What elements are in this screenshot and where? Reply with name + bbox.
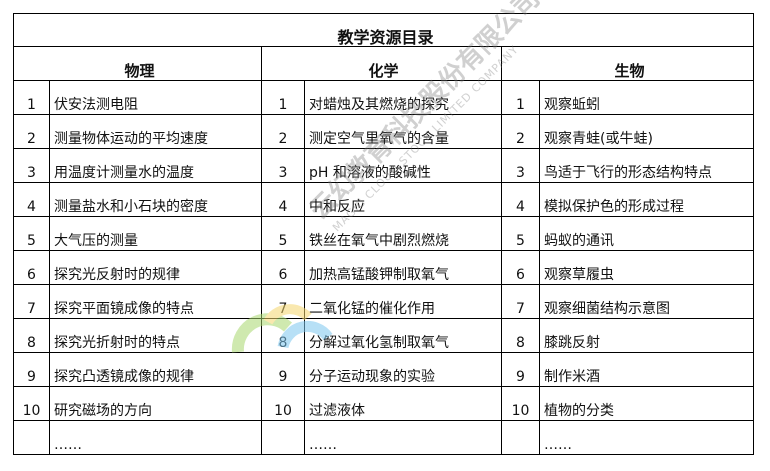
biology-item: 模拟保护色的形成过程 [538, 182, 755, 217]
physics-item: 研究磁场的方向 [49, 386, 262, 421]
chemistry-item-number: 5 [261, 216, 305, 251]
physics-item: …… [49, 420, 262, 455]
chemistry-item: pH 和溶液的酸碱性 [304, 148, 502, 183]
chemistry-item: 中和反应 [304, 182, 502, 217]
physics-item-number: 7 [13, 284, 50, 319]
physics-item-number: 10 [13, 386, 50, 421]
chemistry-item-number: 3 [261, 148, 305, 183]
biology-item: 膝跳反射 [538, 318, 755, 353]
biology-item-number: 6 [501, 250, 540, 285]
biology-item: 植物的分类 [538, 386, 755, 421]
chemistry-item: 铁丝在氧气中剧烈燃烧 [304, 216, 502, 251]
biology-item: 制作米酒 [538, 352, 755, 387]
chemistry-item-number: 1 [261, 80, 305, 115]
biology-item-number: 1 [501, 80, 540, 115]
biology-item-number: 8 [501, 318, 540, 353]
table-row: 7 探究平面镜成像的特点 7 二氧化锰的催化作用 7 观察细菌结构示意图 [13, 284, 755, 319]
biology-item-number: 2 [501, 114, 540, 149]
table-row: 1 伏安法测电阻 1 对蜡烛及其燃烧的探究 1 观察蚯蚓 [13, 80, 755, 115]
physics-item-number: 6 [13, 250, 50, 285]
physics-item: 探究凸透镜成像的规律 [49, 352, 262, 387]
physics-item: 测量盐水和小石块的密度 [49, 182, 262, 217]
chemistry-item: 分子运动现象的实验 [304, 352, 502, 387]
table-row: 2 测量物体运动的平均速度 2 测定空气里氧气的含量 2 观察青蛙(或牛蛙) [13, 114, 755, 149]
biology-item: …… [538, 420, 755, 455]
physics-item: 探究平面镜成像的特点 [49, 284, 262, 319]
biology-item-number: 10 [501, 386, 540, 421]
table-row: …… …… …… [13, 420, 755, 455]
biology-item: 观察草履虫 [538, 250, 755, 285]
biology-item-number [501, 420, 540, 455]
chemistry-item-number: 7 [261, 284, 305, 319]
physics-item-number: 1 [13, 80, 50, 115]
biology-item-number: 5 [501, 216, 540, 251]
chemistry-item: 对蜡烛及其燃烧的探究 [304, 80, 502, 115]
chemistry-item: 二氧化锰的催化作用 [304, 284, 502, 319]
table-row: 4 测量盐水和小石块的密度 4 中和反应 4 模拟保护色的形成过程 [13, 182, 755, 217]
table-title: 教学资源目录 [12, 13, 755, 47]
table-row: 9 探究凸透镜成像的规律 9 分子运动现象的实验 9 制作米酒 [13, 352, 755, 387]
physics-item: 伏安法测电阻 [49, 80, 262, 115]
chemistry-item-number: 9 [261, 352, 305, 387]
physics-item: 用温度计测量水的温度 [49, 148, 262, 183]
physics-item-number: 2 [13, 114, 50, 149]
table-row: 3 用温度计测量水的温度 3 pH 和溶液的酸碱性 3 鸟适于飞行的形态结构特点 [13, 148, 755, 183]
chemistry-item: 测定空气里氧气的含量 [304, 114, 502, 149]
biology-item: 蚂蚁的通讯 [538, 216, 755, 251]
physics-item: 探究光反射时的规律 [49, 250, 262, 285]
physics-item-number: 5 [13, 216, 50, 251]
biology-item: 观察细菌结构示意图 [538, 284, 755, 319]
header-chemistry: 化学 [261, 46, 502, 81]
header-biology: 生物 [500, 46, 755, 81]
table-row: 6 探究光反射时的规律 6 加热高锰酸钾制取氧气 6 观察草履虫 [13, 250, 755, 285]
physics-item: 测量物体运动的平均速度 [49, 114, 262, 149]
chemistry-item: …… [304, 420, 502, 455]
chemistry-item-number: 10 [261, 386, 305, 421]
table-row: 5 大气压的测量 5 铁丝在氧气中剧烈燃烧 5 蚂蚁的通讯 [13, 216, 755, 251]
physics-item-number: 4 [13, 182, 50, 217]
physics-item-number [13, 420, 50, 455]
biology-item: 鸟适于飞行的形态结构特点 [538, 148, 755, 183]
biology-item-number: 3 [501, 148, 540, 183]
physics-item: 大气压的测量 [49, 216, 262, 251]
header-physics: 物理 [13, 46, 262, 81]
biology-item-number: 7 [501, 284, 540, 319]
chemistry-item-number: 2 [261, 114, 305, 149]
biology-item: 观察蚯蚓 [538, 80, 755, 115]
chemistry-item: 过滤液体 [304, 386, 502, 421]
chemistry-item-number [261, 420, 305, 455]
chemistry-item: 加热高锰酸钾制取氧气 [304, 250, 502, 285]
physics-item-number: 8 [13, 318, 50, 353]
chemistry-item: 分解过氧化氢制取氧气 [304, 318, 502, 353]
physics-item-number: 9 [13, 352, 50, 387]
physics-item-number: 3 [13, 148, 50, 183]
chemistry-item-number: 6 [261, 250, 305, 285]
biology-item: 观察青蛙(或牛蛙) [538, 114, 755, 149]
table-row: 10 研究磁场的方向 10 过滤液体 10 植物的分类 [13, 386, 755, 421]
physics-item: 探究光折射时的特点 [49, 318, 262, 353]
biology-item-number: 9 [501, 352, 540, 387]
biology-item-number: 4 [501, 182, 540, 217]
chemistry-item-number: 8 [261, 318, 305, 353]
chemistry-item-number: 4 [261, 182, 305, 217]
resource-catalog-table: 教学资源目录 物理 化学 生物 1 伏安法测电阻 1 对蜡烛及其燃烧的探究 1 观察蚯蚓 2… [12, 13, 755, 455]
table-row: 8 探究光折射时的特点 8 分解过氧化氢制取氧气 8 膝跳反射 [13, 318, 755, 353]
